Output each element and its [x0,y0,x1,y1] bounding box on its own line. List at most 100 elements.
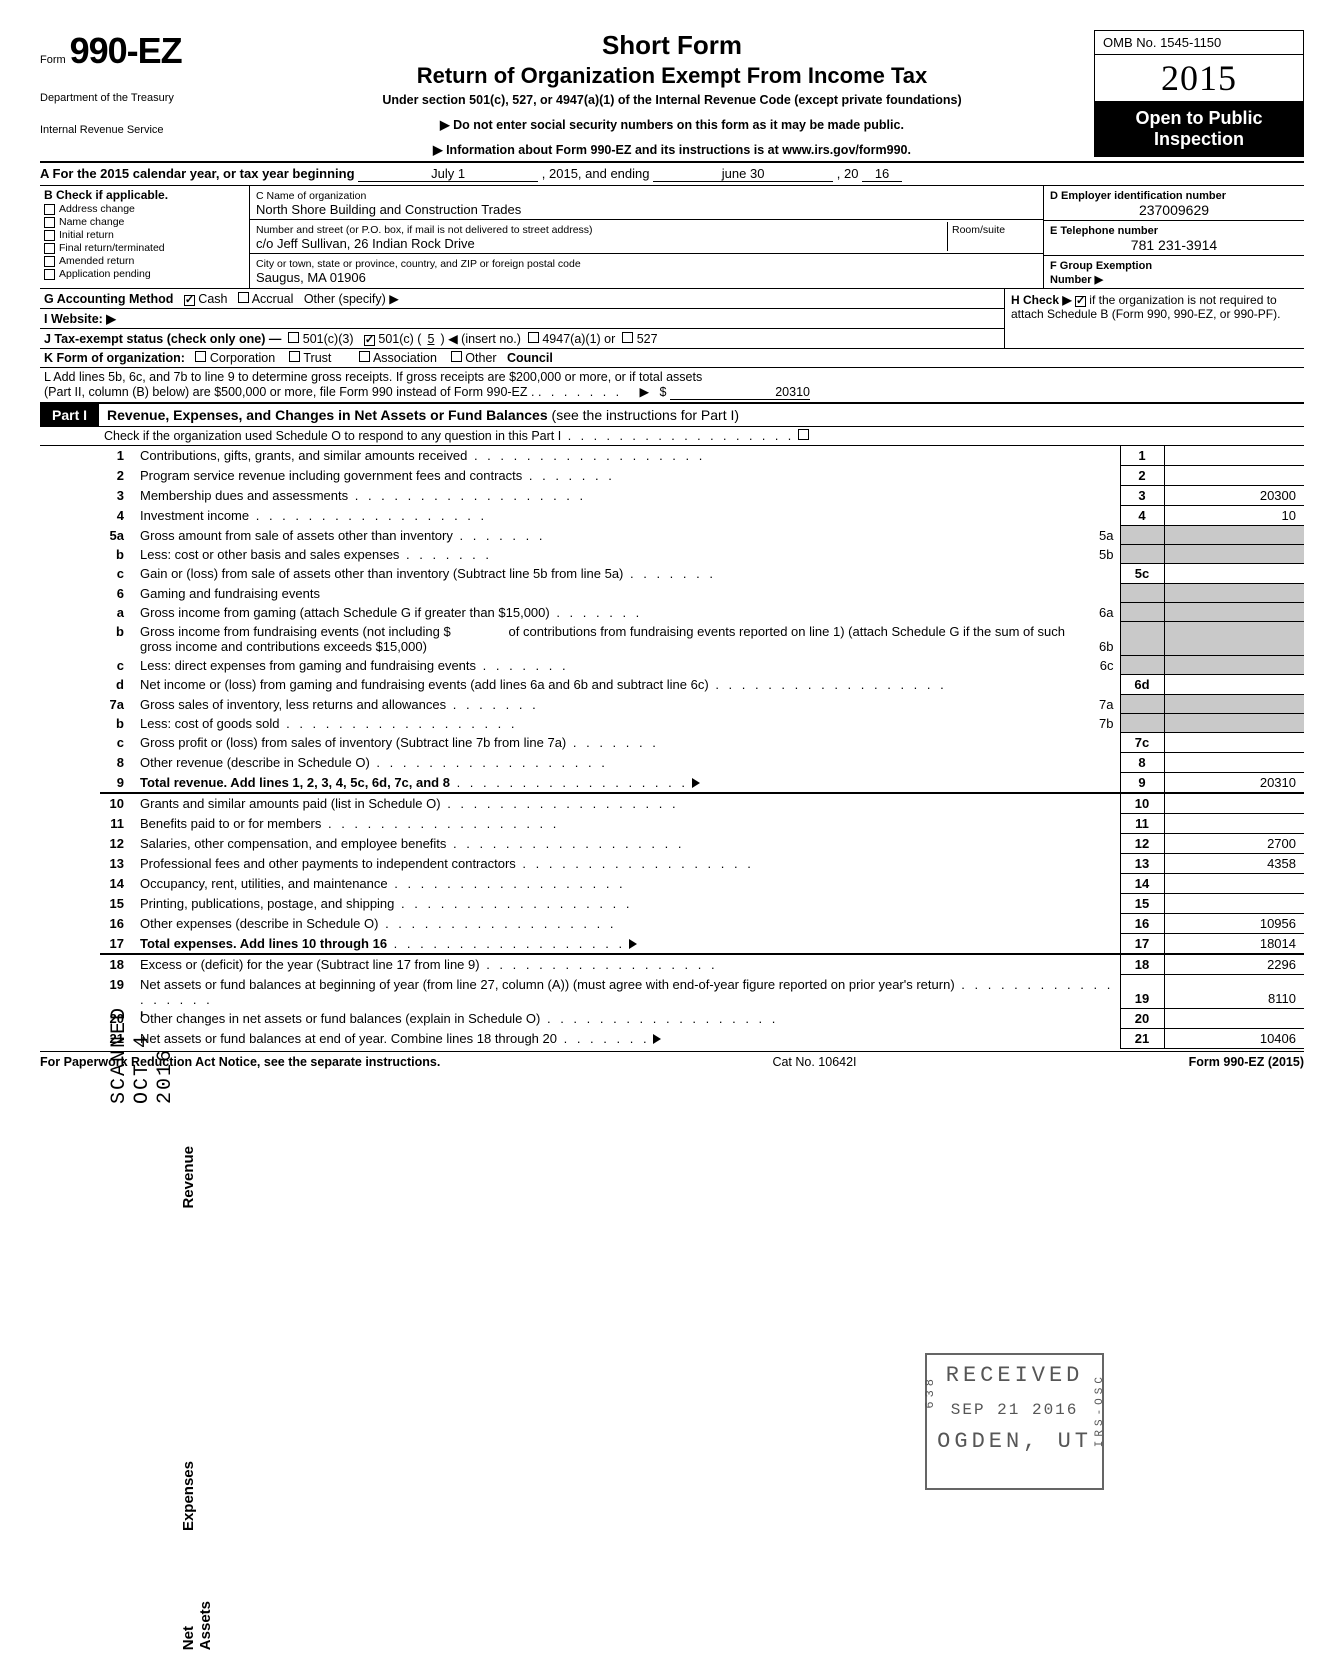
chk-final[interactable]: Final return/terminated [44,242,245,254]
k-council: Council [507,351,553,365]
row-8: 8Other revenue (describe in Schedule O)8 [100,753,1304,773]
chk-cash[interactable] [184,295,195,306]
row-5c: cGain or (loss) from sale of assets othe… [100,564,1304,584]
line-j: J Tax-exempt status (check only one) — 5… [40,328,1004,348]
h-label: H Check ▶ [1011,293,1072,307]
return-title: Return of Organization Exempt From Incom… [260,63,1084,89]
chk-other[interactable] [451,351,462,362]
row-6d: dNet income or (loss) from gaming and fu… [100,675,1304,695]
f-label2: Number ▶ [1050,274,1103,286]
k-other: Other [465,351,496,365]
title-block: Short Form Return of Organization Exempt… [250,30,1094,157]
org-street: c/o Jeff Sullivan, 26 Indian Rock Drive [256,236,475,251]
chk-name-label: Name change [59,216,124,228]
row-12: 12Salaries, other compensation, and empl… [100,834,1304,854]
form-id-block: Form 990-EZ Department of the Treasury I… [40,30,250,136]
part1-sub: (see the instructions for Part I) [552,407,740,423]
row-1: 1Contributions, gifts, grants, and simil… [100,446,1304,466]
tax-year-value: 2015 [1161,58,1237,98]
line-i: I Website: ▶ [40,308,1004,328]
footer-cat: Cat No. 10642I [772,1055,856,1069]
form-header: Form 990-EZ Department of the Treasury I… [40,30,1304,157]
chk-pending-label: Application pending [59,268,151,280]
l-arrow: ▶ [640,385,650,399]
row-6b: bGross income from fundraising events (n… [100,622,1304,656]
stamp-received: RECEIVED [946,1363,1084,1388]
chk-pending[interactable]: Application pending [44,268,245,280]
row-14: 14Occupancy, rent, utilities, and mainte… [100,874,1304,894]
ein-value: 237009629 [1050,202,1298,218]
org-name: North Shore Building and Construction Tr… [256,202,521,217]
j-cnum: 5 [421,332,440,346]
expenses-label: Expenses [180,1461,197,1531]
chk-address-label: Address change [59,203,135,215]
col-def: D Employer identification number23700962… [1044,186,1304,288]
header-grid: B Check if applicable. Address change Na… [40,186,1304,289]
row-13: 13Professional fees and other payments t… [100,854,1304,874]
line-a: A For the 2015 calendar year, or tax yea… [40,163,1304,185]
f-label: F Group Exemption [1050,260,1152,272]
g-accrual: Accrual [252,292,294,306]
form-number: 990-EZ [70,30,182,71]
j-c: 501(c) ( [378,332,421,346]
row-6a: aGross income from gaming (attach Schedu… [100,603,1304,622]
chk-accrual[interactable] [238,292,249,303]
j-label: J Tax-exempt status (check only one) — [44,332,281,346]
row-4: 4Investment income410 [100,506,1304,526]
row-6c: cLess: direct expenses from gaming and f… [100,656,1304,675]
row-19: 19Net assets or fund balances at beginni… [100,975,1304,1009]
part1-title: Revenue, Expenses, and Changes in Net As… [99,404,1304,426]
form-prefix: Form [40,54,66,66]
l-amount: 20310 [670,385,810,400]
chk-name[interactable]: Name change [44,216,245,228]
c-name-label: C Name of organization [256,190,366,202]
received-stamp: RECEIVED 638 SEP 21 2016 OGDEN, UT IRS-O… [925,1353,1104,1490]
chk-527[interactable] [622,332,633,343]
line-g: G Accounting Method Cash Accrual Other (… [40,289,1004,308]
room-label: Room/suite [952,224,1005,236]
arrow-icon [653,1034,661,1044]
line-a-prefix: A For the 2015 calendar year, or tax yea… [40,166,355,181]
row-7b: bLess: cost of goods sold7b [100,714,1304,733]
chk-amended-label: Amended return [59,255,134,267]
row-2: 2Program service revenue including gover… [100,466,1304,486]
chk-h[interactable] [1075,296,1086,307]
chk-amended[interactable]: Amended return [44,255,245,267]
chk-schedule-o[interactable] [798,429,809,440]
j-4947: 4947(a)(1) or [542,332,615,346]
i-label: I Website: ▶ [44,312,116,326]
chk-assoc[interactable] [359,351,370,362]
row-7a: 7aGross sales of inventory, less returns… [100,695,1304,714]
part1-check-line: Check if the organization used Schedule … [40,427,1304,446]
period-end-year: 16 [862,166,902,182]
line-l: L Add lines 5b, 6c, and 7b to line 9 to … [40,368,1304,402]
row-17: 17Total expenses. Add lines 10 through 1… [100,934,1304,955]
l-dollar: $ [660,385,667,399]
stamp-ogden: OGDEN, UT [937,1429,1092,1454]
d-label: D Employer identification number [1050,190,1226,202]
k-label: K Form of organization: [44,351,185,365]
chk-initial[interactable]: Initial return [44,229,245,241]
period-begin: July 1 [358,166,538,182]
part1-check: Check if the organization used Schedule … [104,429,561,443]
part1-tag: Part I [40,404,99,426]
chk-trust[interactable] [289,351,300,362]
info-url: ▶ Information about Form 990-EZ and its … [260,142,1084,157]
chk-corp[interactable] [195,351,206,362]
row-9: 9Total revenue. Add lines 1, 2, 3, 4, 5c… [100,773,1304,794]
e-label: E Telephone number [1050,225,1158,237]
arrow-icon [629,939,637,949]
line-h: H Check ▶ if the organization is not req… [1004,289,1304,348]
chk-address[interactable]: Address change [44,203,245,215]
chk-501c[interactable] [364,335,375,346]
row-5b: bLess: cost or other basis and sales exp… [100,545,1304,564]
chk-4947[interactable] [528,332,539,343]
short-form-title: Short Form [260,30,1084,61]
chk-501c3[interactable] [288,332,299,343]
dept-irs: Internal Revenue Service [40,124,250,136]
row-15: 15Printing, publications, postage, and s… [100,894,1304,914]
line-k: K Form of organization: Corporation Trus… [40,349,1304,368]
col-b: B Check if applicable. Address change Na… [40,186,250,288]
part1-header: Part I Revenue, Expenses, and Changes in… [40,402,1304,427]
c-city-label: City or town, state or province, country… [256,258,581,270]
